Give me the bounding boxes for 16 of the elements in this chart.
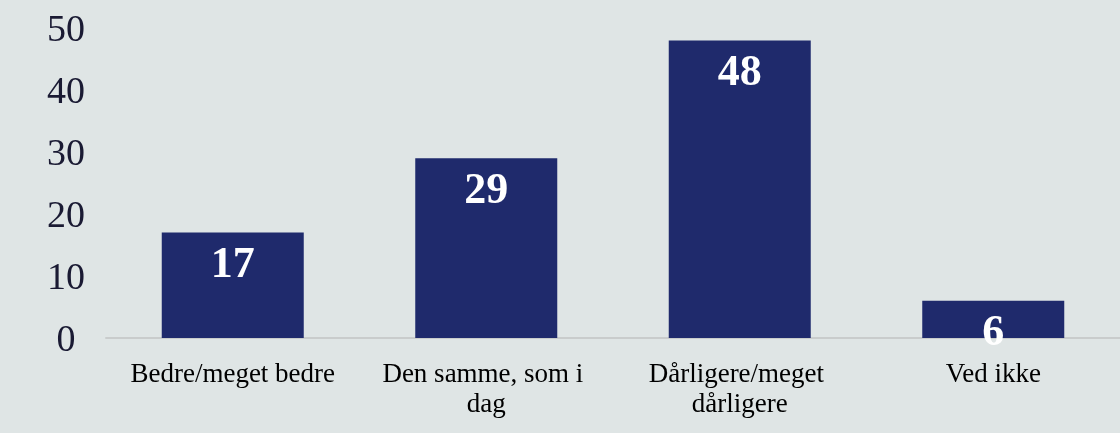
y-tick-label: 0 — [56, 317, 76, 359]
data-label: 17 — [210, 238, 255, 288]
x-tick-label: Den samme, som i dag — [382, 358, 591, 418]
bar — [668, 40, 811, 338]
bar — [415, 158, 558, 338]
y-tick-label: 20 — [47, 193, 85, 235]
bar — [161, 232, 304, 338]
y-tick-label: 50 — [47, 7, 85, 49]
x-tick-label: Dårligere/meget dårligere — [648, 358, 831, 418]
y-tick-label: 40 — [47, 69, 85, 111]
data-label: 29 — [464, 163, 509, 213]
data-label: 48 — [717, 45, 762, 95]
y-tick-label: 10 — [47, 255, 85, 297]
x-tick-label: Bedre/meget bedre — [130, 358, 336, 388]
x-tick-label: Ved ikke — [945, 358, 1041, 388]
y-tick-label: 30 — [47, 131, 85, 173]
